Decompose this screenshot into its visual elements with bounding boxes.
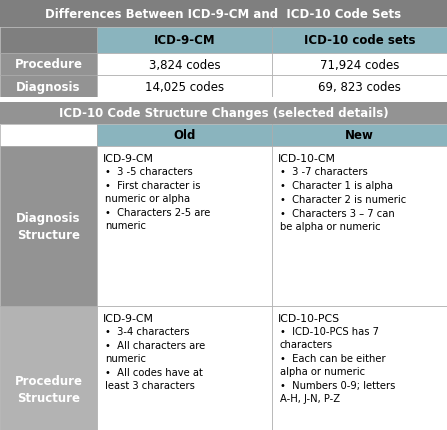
Text: Old: Old — [173, 129, 196, 142]
Text: •  Characters 3 – 7 can
be alpha or numeric: • Characters 3 – 7 can be alpha or numer… — [280, 209, 395, 231]
Bar — [0, 306, 97, 430]
Bar — [0, 54, 97, 76]
Text: •  All codes have at
least 3 characters: • All codes have at least 3 characters — [105, 367, 203, 390]
Bar — [0, 76, 97, 98]
Bar — [97, 147, 272, 306]
Text: •  ICD-10-PCS has 7
characters: • ICD-10-PCS has 7 characters — [280, 326, 379, 349]
Text: •  3 -7 characters: • 3 -7 characters — [280, 166, 368, 177]
Text: ICD-9-CM: ICD-9-CM — [154, 34, 215, 47]
Text: •  Each can be either
alpha or numeric: • Each can be either alpha or numeric — [280, 353, 386, 376]
Bar — [0, 147, 97, 306]
Bar — [0, 98, 447, 103]
Bar — [272, 306, 447, 430]
Text: ICD-10 Code Structure Changes (selected details): ICD-10 Code Structure Changes (selected … — [59, 107, 388, 120]
Text: 14,025 codes: 14,025 codes — [145, 80, 224, 93]
Text: New: New — [345, 129, 374, 142]
Text: ICD-9-CM: ICD-9-CM — [103, 313, 154, 323]
Bar — [97, 76, 272, 98]
Bar — [272, 28, 447, 54]
Bar — [272, 125, 447, 147]
Text: •  Characters 2-5 are
numeric: • Characters 2-5 are numeric — [105, 208, 211, 230]
Text: ICD-10 code sets: ICD-10 code sets — [304, 34, 415, 47]
Text: Diagnosis
Structure: Diagnosis Structure — [16, 212, 81, 241]
Text: •  Character 1 is alpha: • Character 1 is alpha — [280, 181, 393, 190]
Text: •  First character is
numeric or alpha: • First character is numeric or alpha — [105, 181, 201, 203]
Bar — [272, 54, 447, 76]
Text: •  Character 2 is numeric: • Character 2 is numeric — [280, 194, 406, 205]
Text: ICD-10-CM: ICD-10-CM — [278, 154, 336, 164]
Text: Differences Between ICD-9-CM and  ICD-10 Code Sets: Differences Between ICD-9-CM and ICD-10 … — [46, 7, 401, 21]
Text: Procedure
Structure: Procedure Structure — [14, 375, 83, 404]
Text: ICD-9-CM: ICD-9-CM — [103, 154, 154, 164]
Text: •  Numbers 0-9; letters
A-H, J-N, P-Z: • Numbers 0-9; letters A-H, J-N, P-Z — [280, 380, 396, 403]
Text: Diagnosis: Diagnosis — [16, 80, 81, 93]
Text: Procedure: Procedure — [14, 58, 83, 71]
Bar — [0, 0, 447, 28]
Bar — [0, 125, 97, 147]
Text: 69, 823 codes: 69, 823 codes — [318, 80, 401, 93]
Bar — [272, 147, 447, 306]
Bar — [97, 54, 272, 76]
Bar — [0, 28, 97, 54]
Bar — [97, 125, 272, 147]
Text: •  3 -5 characters: • 3 -5 characters — [105, 166, 193, 177]
Text: 71,924 codes: 71,924 codes — [320, 58, 399, 71]
Text: •  3-4 characters: • 3-4 characters — [105, 326, 190, 336]
Bar — [97, 28, 272, 54]
Text: ICD-10-PCS: ICD-10-PCS — [278, 313, 340, 323]
Bar — [0, 103, 447, 125]
Bar — [97, 306, 272, 430]
Bar — [272, 76, 447, 98]
Text: •  All characters are
numeric: • All characters are numeric — [105, 340, 205, 363]
Text: 3,824 codes: 3,824 codes — [149, 58, 220, 71]
